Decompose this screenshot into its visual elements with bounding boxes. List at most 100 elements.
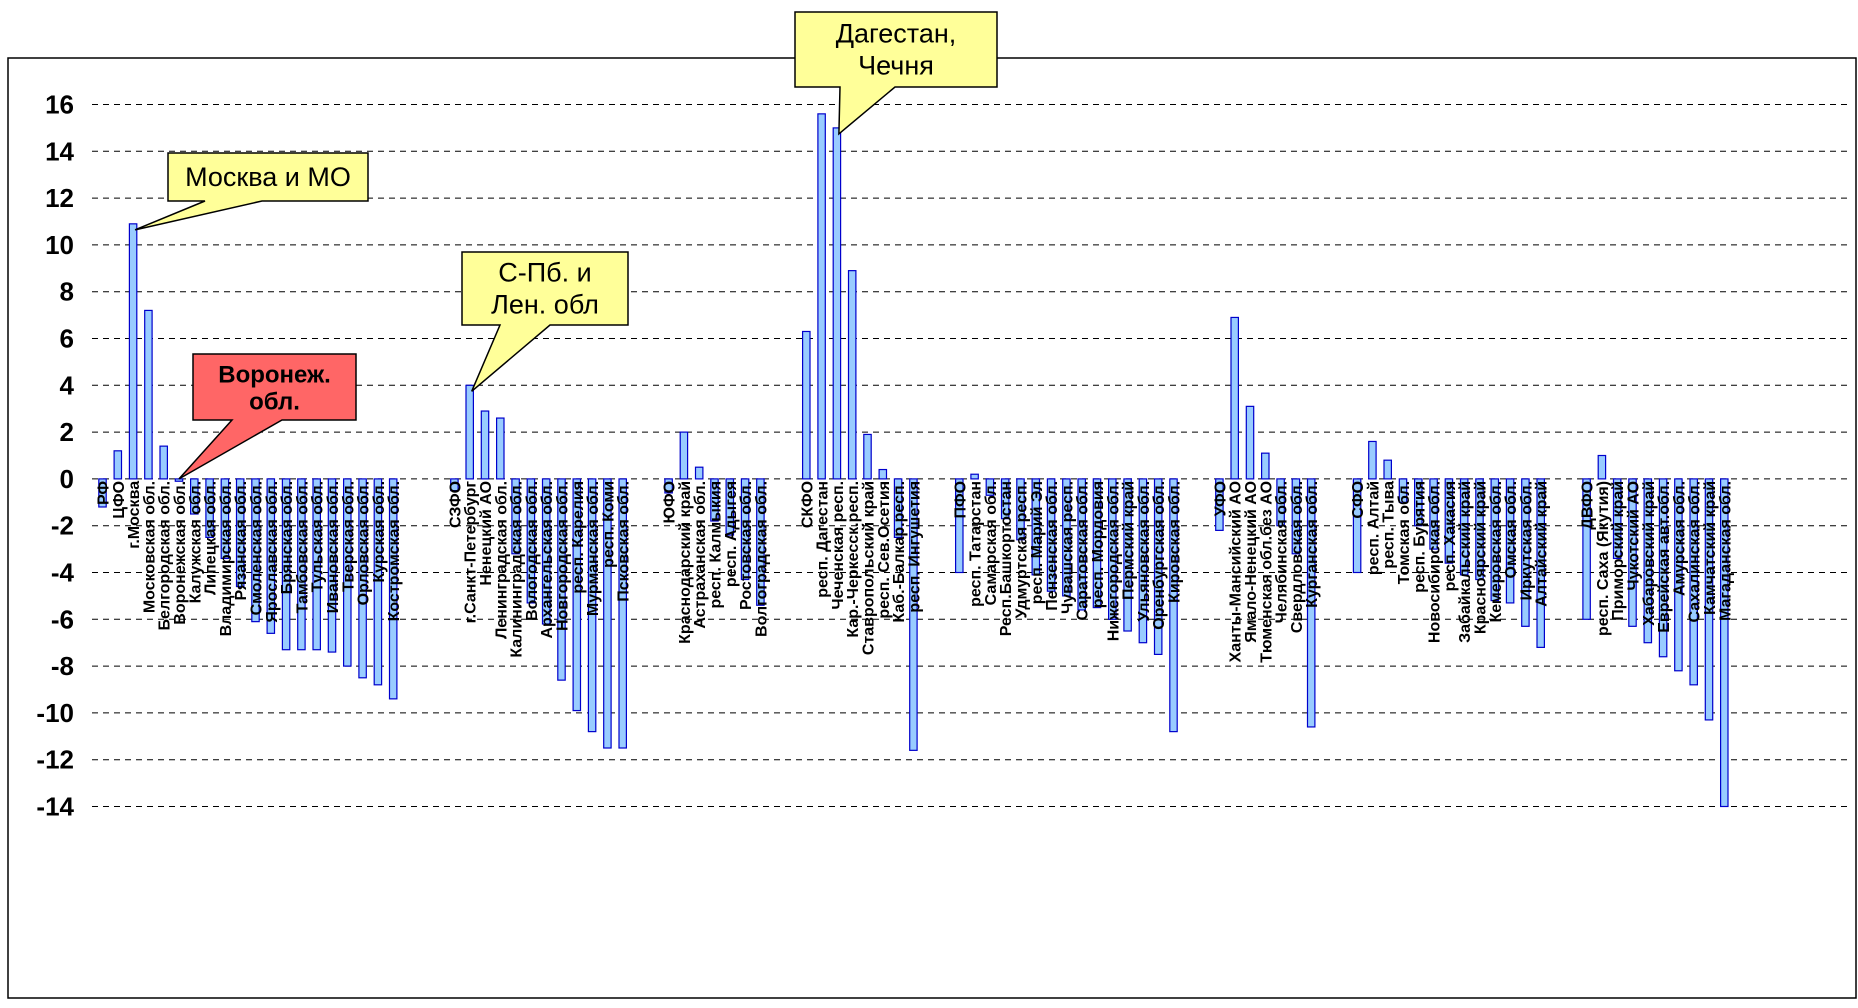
bar xyxy=(327,478,337,653)
bar xyxy=(1291,478,1301,555)
bar xyxy=(1597,454,1607,480)
y-tick-label: 0 xyxy=(60,464,74,494)
callout-text: Лен. обл xyxy=(491,290,599,320)
bar xyxy=(572,478,582,712)
bar xyxy=(1719,478,1729,808)
bar xyxy=(128,223,138,480)
bar xyxy=(909,478,918,751)
category-label: СЗФО xyxy=(447,481,464,528)
y-tick-label: 12 xyxy=(45,183,74,213)
category-label: Курская обл. xyxy=(371,481,388,583)
bar xyxy=(388,478,398,700)
callout: Дагестан,Чечня xyxy=(794,11,998,136)
bar xyxy=(1368,440,1377,480)
bar xyxy=(664,478,673,494)
callout-text: С-Пб. и xyxy=(498,258,591,288)
bar xyxy=(251,478,260,623)
category-label: Воронежская обл. xyxy=(172,481,189,625)
bar xyxy=(526,478,536,604)
bar xyxy=(281,478,291,651)
callout-shape xyxy=(794,11,998,136)
y-tick-label: 6 xyxy=(60,324,74,354)
bar xyxy=(1123,478,1132,632)
bar xyxy=(1138,478,1148,644)
bar xyxy=(817,113,826,480)
category-label: Респ.Башкортостан xyxy=(998,481,1015,636)
category-label: Челябинская обл. xyxy=(1274,481,1291,623)
category-label: Калужская обл. xyxy=(187,481,204,604)
category-label: Волгоградская обл. xyxy=(753,481,770,637)
y-tick-label: -6 xyxy=(51,604,74,634)
bar xyxy=(1169,478,1178,733)
bar xyxy=(1612,478,1622,560)
category-label: Иркутская обл. xyxy=(1518,481,1535,600)
category-label: Костромская обл. xyxy=(386,481,403,621)
bar xyxy=(1475,478,1484,581)
bar xyxy=(710,478,719,522)
category-label: г.Санкт-Петербург xyxy=(463,481,480,624)
category-label: Камчатский край xyxy=(1702,481,1719,615)
category-label: респ. Адыгея xyxy=(723,481,740,587)
bar xyxy=(1016,478,1025,541)
y-tick-label: -4 xyxy=(51,558,75,588)
category-label: Хабаровский край xyxy=(1641,481,1658,626)
bar xyxy=(1092,478,1102,609)
category-label: Кемеровская обл. xyxy=(1488,481,1505,623)
category-label: Чукотский АО xyxy=(1626,481,1643,591)
bar xyxy=(725,478,735,536)
y-axis: 16 14 12 10 8 6 4 2 0 -2 -4 -6 -8 -10 -12 -14 xyxy=(36,90,74,822)
bar xyxy=(756,478,765,606)
bar xyxy=(954,478,964,574)
category-label: респ. Коми xyxy=(600,481,617,568)
bar xyxy=(1383,459,1393,480)
category-label: СФО xyxy=(1350,481,1367,519)
category-label: Ненецкий АО xyxy=(478,481,495,586)
category-label: Ростовская обл. xyxy=(738,481,755,610)
category-label: Новгородская обл. xyxy=(555,481,572,631)
category-label: Орловская обл. xyxy=(356,481,373,605)
bar xyxy=(893,478,903,538)
bar xyxy=(1245,405,1255,480)
category-label: Чеченская респ. xyxy=(830,481,847,610)
category-label: Новосибирская обл. xyxy=(1427,481,1444,643)
category-label: Ленинградская обл. xyxy=(493,481,510,639)
bar xyxy=(98,478,107,508)
category-label: Тульская обл. xyxy=(310,481,327,592)
bar xyxy=(801,330,811,480)
y-tick-label: -12 xyxy=(36,745,74,775)
category-label: ПФО xyxy=(952,481,969,519)
bar xyxy=(1306,478,1316,728)
category-label: респ. Марий Эл xyxy=(1029,481,1046,604)
category-label: респ. Тыва xyxy=(1381,481,1398,569)
bar xyxy=(1062,478,1071,597)
bar xyxy=(985,478,995,496)
category-label: Псковская обл. xyxy=(616,481,633,602)
category-label: Томская обл. xyxy=(1396,481,1413,584)
category-label: Сахалинская обл. xyxy=(1687,481,1704,623)
bar xyxy=(1398,478,1408,503)
category-label: Пермский край xyxy=(1121,481,1138,600)
category-label: Удмуртская респ. xyxy=(1014,481,1031,619)
callout-text: Москва и МО xyxy=(185,162,351,192)
bar xyxy=(1536,478,1546,648)
bar xyxy=(1582,478,1591,620)
category-label: Тверская обл. xyxy=(340,481,357,592)
bar xyxy=(159,445,169,480)
category-label: Мурманская обл. xyxy=(585,481,602,616)
bar xyxy=(174,478,184,482)
category-label: Ставропольский край xyxy=(861,481,878,655)
y-tick-label: 8 xyxy=(60,277,74,307)
bar xyxy=(113,450,123,480)
bar xyxy=(235,478,245,588)
bar xyxy=(144,309,153,480)
callout-text: Дагестан, xyxy=(836,19,957,49)
bar xyxy=(970,473,979,480)
bar xyxy=(740,478,750,581)
bar xyxy=(358,478,367,679)
bar xyxy=(1031,478,1041,576)
callout-text: Воронеж. xyxy=(218,362,331,389)
category-label: респ. Сев.Осетия xyxy=(876,481,893,619)
bar xyxy=(1260,452,1270,480)
category-label: респ. Алтай xyxy=(1365,481,1382,575)
